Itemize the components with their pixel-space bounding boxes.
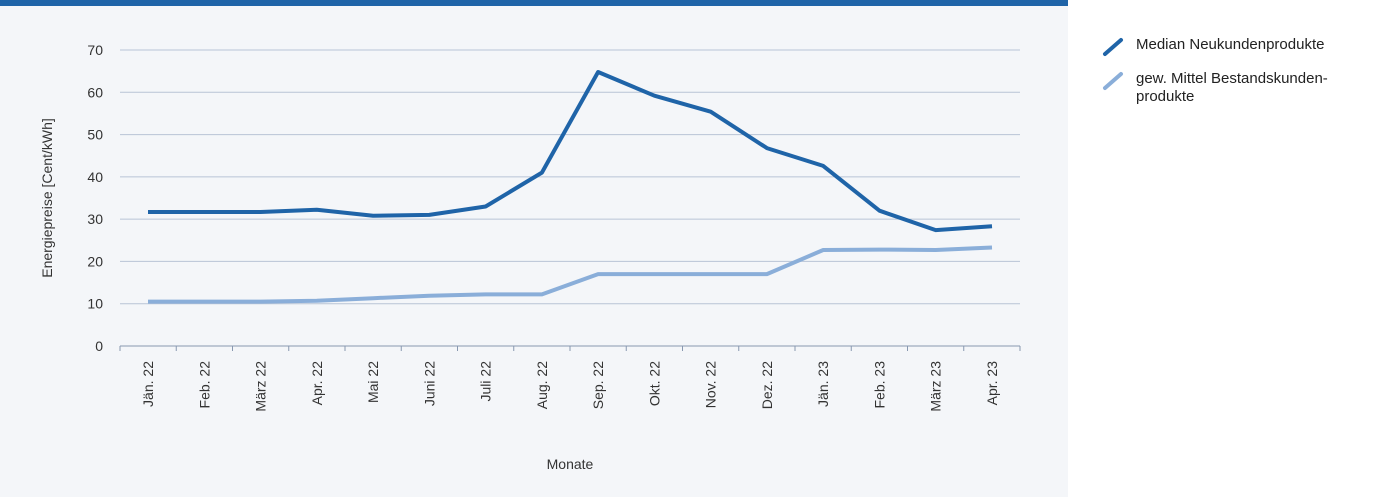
y-tick-label: 70 [87,42,103,58]
y-tick-label: 50 [87,127,103,143]
x-axis-ticks: Jän. 22 Feb. 22 März 22 Apr. 22 Mai 22 Juni 2… [119,346,1021,412]
x-tick-label: Apr. 23 [984,361,1000,406]
y-tick-label: 10 [87,296,103,312]
y-axis-ticks: 0 10 20 30 40 50 60 70 [87,42,103,354]
x-tick-label: Jän. 22 [140,361,156,407]
x-tick-label: Juli 22 [478,361,494,402]
y-tick-label: 30 [87,211,103,227]
top-accent-bar [0,0,1068,6]
x-tick-label: Feb. 23 [871,361,887,409]
x-tick-label: Dez. 22 [759,361,775,409]
y-tick-label: 40 [87,169,103,185]
legend-label-bestandskunden: gew. Mittel Bestandskunden- produkte [1136,70,1328,105]
series-line-bestandskunden [148,245,993,304]
y-axis-title: Energiepreise [Cent/kWh] [39,118,55,278]
y-tick-label: 20 [87,253,103,269]
x-tick-label: Sep. 22 [590,361,606,409]
y-tick-label: 60 [87,84,103,100]
x-tick-label: März 22 [253,361,269,412]
legend-swatch-bestandskunden [1103,72,1123,90]
x-tick-label: Okt. 22 [646,361,662,406]
x-tick-label: Aug. 22 [534,361,550,409]
x-tick-label: Mai 22 [365,361,381,403]
legend-swatch-neukunden [1103,38,1123,56]
legend-label-neukunden: Median Neukundenprodukte [1136,36,1325,53]
legend: Median Neukundenprodukte gew. Mittel Bes… [1100,36,1380,118]
series-lines [148,70,993,304]
x-tick-label: Jän. 23 [815,361,831,407]
x-tick-label: Juni 22 [421,361,437,406]
legend-entry-neukunden: Median Neukundenprodukte [1100,36,1380,58]
line-chart: 0 10 20 30 40 50 60 70 Jän. 22 Feb. 22 März 22 Apr… [39,42,1021,472]
grid-lines [120,49,1020,305]
series-line-neukunden [148,70,993,233]
y-tick-label: 0 [95,338,103,354]
x-tick-label: Nov. 22 [703,361,719,408]
x-axis-title: Monate [547,456,594,472]
x-tick-label: März 23 [928,361,944,412]
x-tick-label: Feb. 22 [196,361,212,409]
x-tick-label: Apr. 22 [309,361,325,406]
legend-entry-bestandskunden: gew. Mittel Bestandskunden- produkte [1100,70,1380,106]
